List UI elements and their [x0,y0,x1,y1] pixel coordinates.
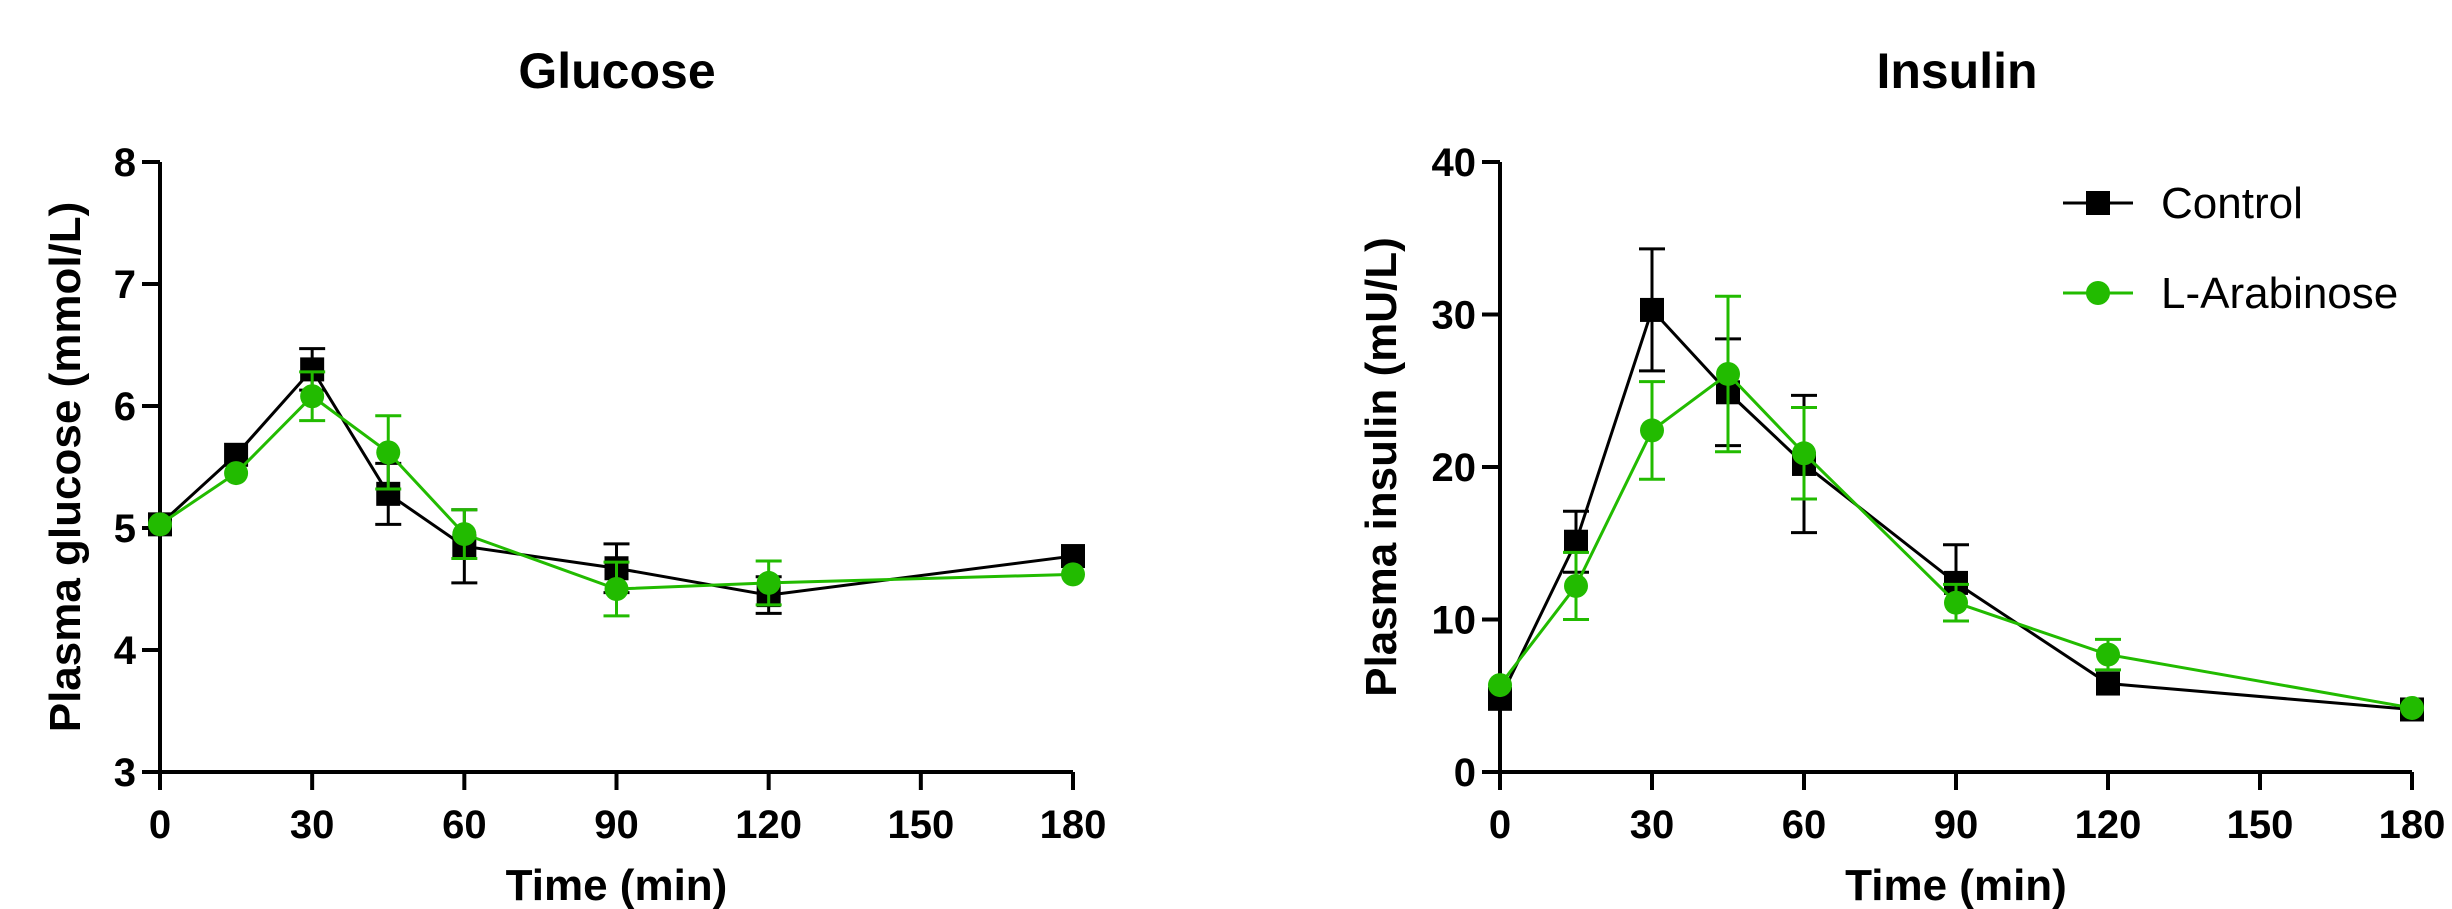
data-point [756,570,781,595]
data-point [2400,695,2424,720]
data-point [1564,529,1588,554]
x-tick-label: 90 [1934,803,1979,847]
data-point [300,384,325,409]
legend: Control L-Arabinose [2063,179,2398,318]
y-axis-label: Plasma glucose (mmol/L) [41,202,90,733]
data-point [1944,590,1968,615]
x-axis-label: Time (min) [506,861,728,909]
series-line [159,394,1074,591]
chart-title: Insulin [1876,43,2037,99]
x-tick-label: 0 [149,803,171,847]
data-point [148,512,172,537]
data-point [1640,297,1664,322]
x-tick-label: 90 [594,803,639,847]
data-point [224,461,249,486]
y-tick-label: 3 [114,751,136,795]
x-tick-label: 30 [290,803,335,847]
insulin-chart: Insulin 0 10 20 30 40 0 30 60 90 120 150 180 Time (mi… [1357,43,2445,909]
series-line [1498,307,2413,711]
y-tick-label: 40 [1432,141,1477,185]
x-tick-label: 150 [2227,803,2294,847]
data-point [376,440,401,465]
x-tick-label: 0 [1489,803,1511,847]
x-tick-label: 180 [1040,803,1107,847]
y-tick-label: 6 [114,385,136,429]
data-point [1716,361,1740,386]
data-point [1488,673,1512,698]
x-tick-label: 30 [1630,803,1675,847]
y-tick-label: 10 [1432,599,1477,643]
series-line [158,366,1074,597]
x-axis-label: Time (min) [1845,861,2067,909]
data-point [1564,573,1588,598]
y-tick-label: 4 [114,629,137,673]
y-tick-label: 20 [1432,446,1477,490]
legend-marker [2086,281,2110,305]
x-tick-label: 150 [887,803,954,847]
y-tick-label: 30 [1432,294,1477,338]
series-l-arabinose [1488,294,2424,720]
series-line [1498,371,2413,710]
glucose-chart: Glucose 3 4 5 6 7 8 0 30 60 90 120 150 180 Time (min) P… [41,43,1106,909]
series-control [1488,247,2424,722]
x-tick-label: 180 [2379,803,2446,847]
data-point [452,522,477,547]
y-tick-label: 7 [114,263,136,307]
legend-label: Control [2161,179,2303,228]
y-tick-label: 8 [114,141,136,185]
legend-marker [2086,191,2110,215]
x-tick-label: 120 [2075,803,2142,847]
y-tick-label: 5 [114,507,136,551]
series-l-arabinose [148,370,1085,618]
data-point [1640,418,1664,443]
chart-title: Glucose [518,43,715,99]
data-point [2096,642,2120,667]
x-tick-label: 120 [735,803,802,847]
data-point [604,577,629,601]
y-axis-label: Plasma insulin (mU/L) [1357,237,1406,697]
x-tick-label: 60 [1782,803,1827,847]
legend-label: L-Arabinose [2161,269,2398,318]
y-tick-label: 0 [1454,751,1476,795]
data-point [1061,562,1085,587]
x-tick-label: 60 [442,803,487,847]
data-point [2096,671,2120,696]
data-point [1792,441,1816,466]
